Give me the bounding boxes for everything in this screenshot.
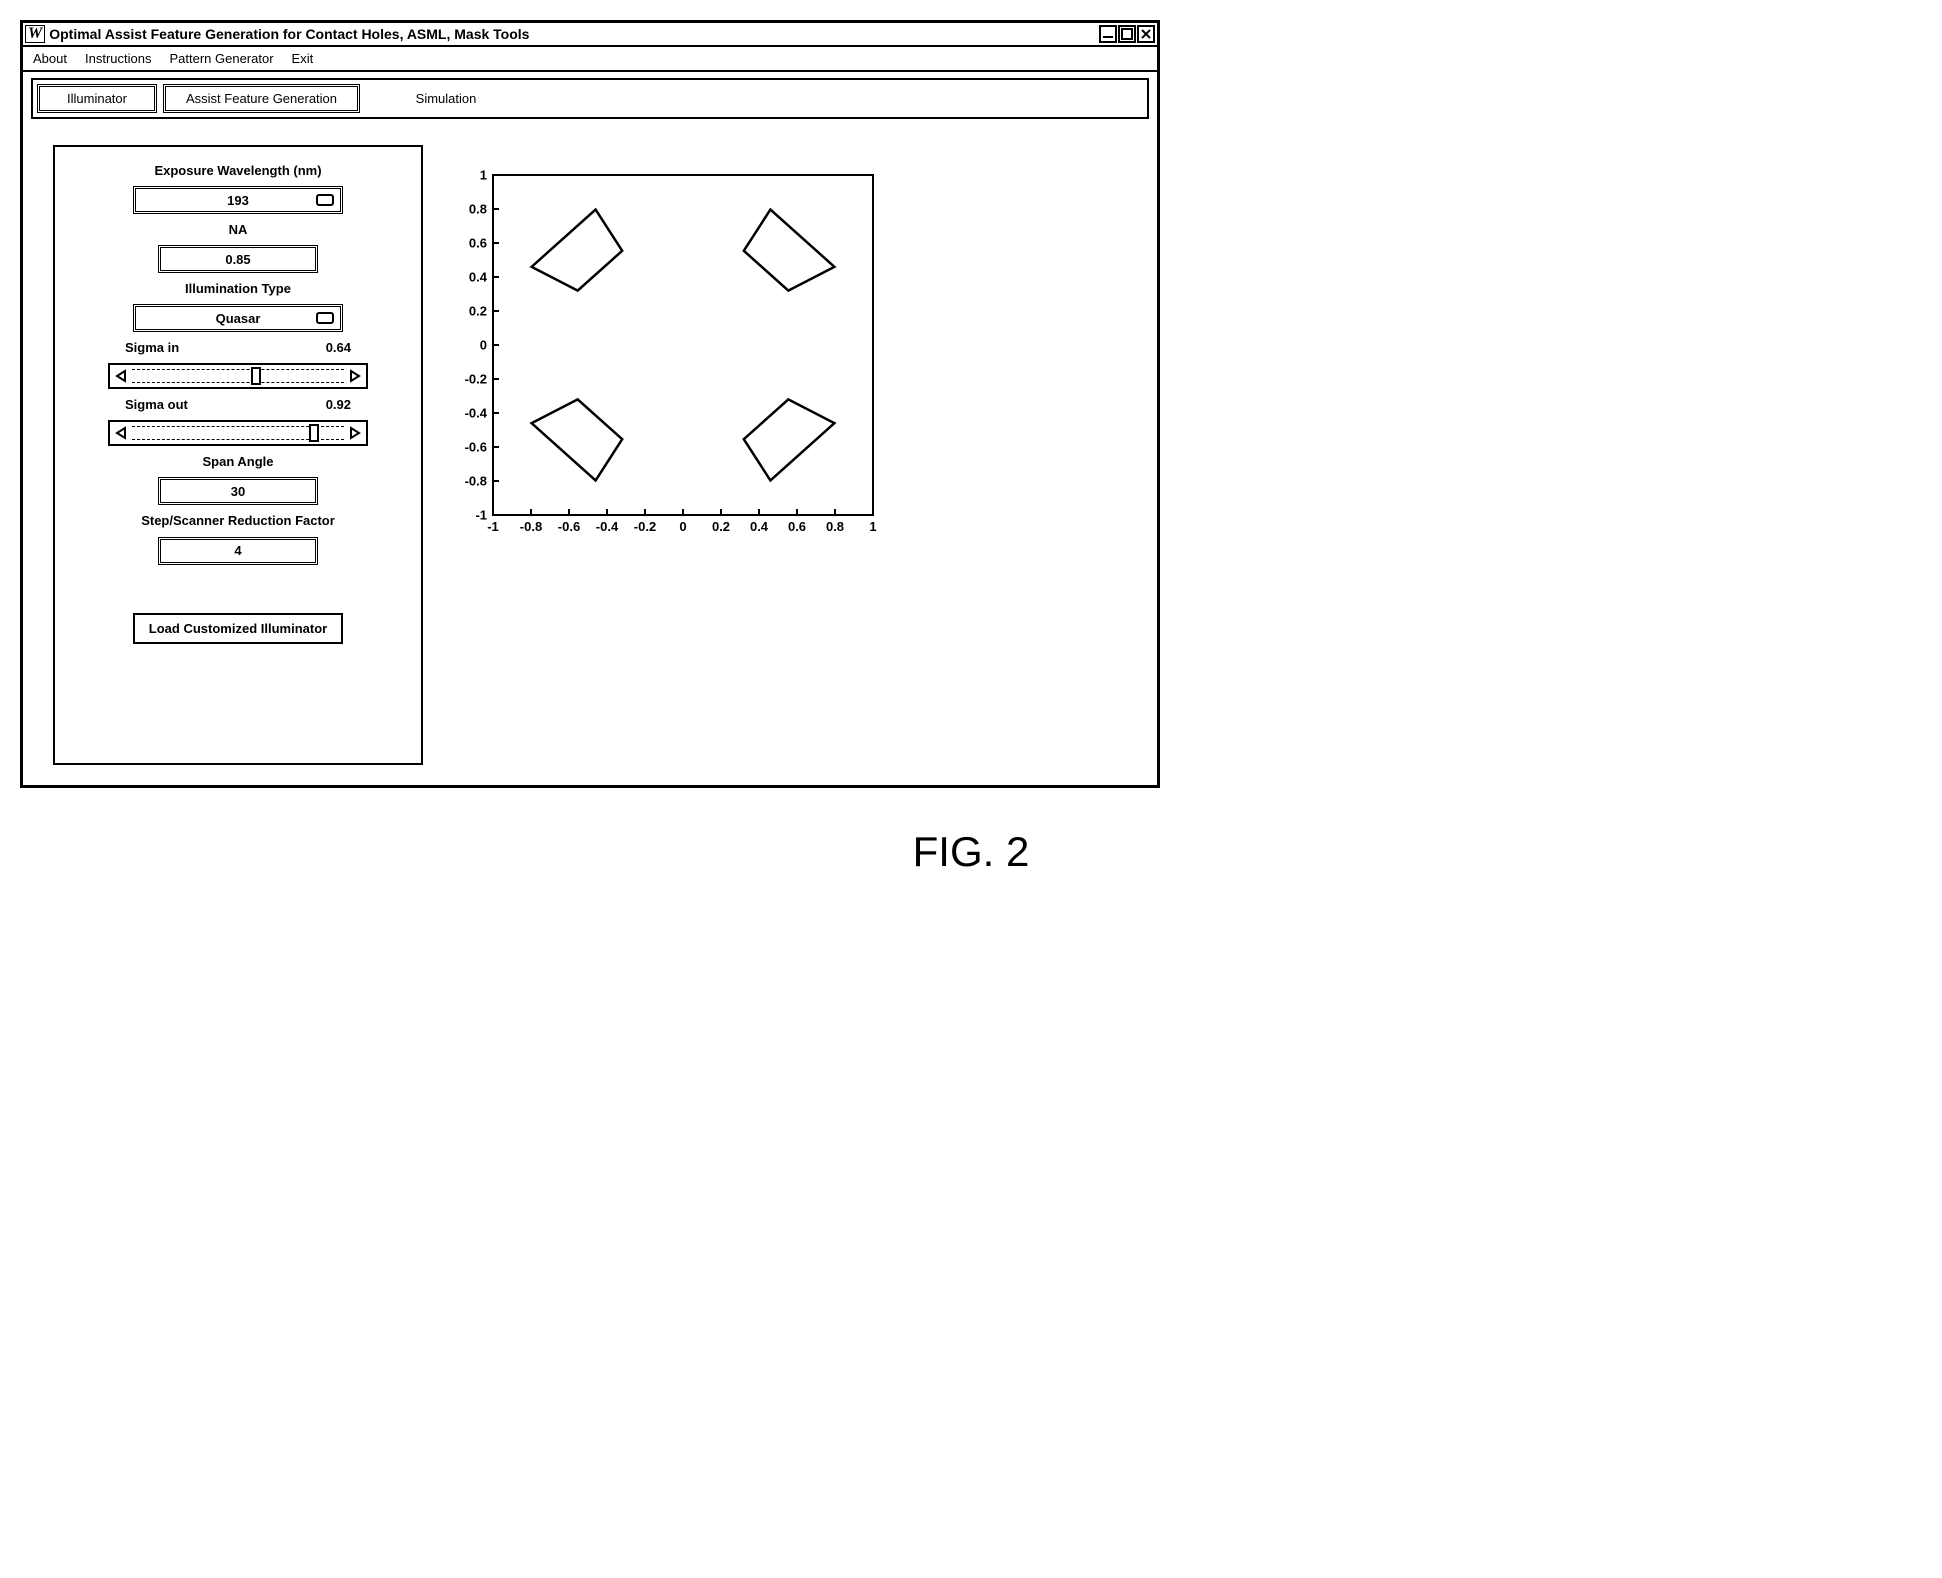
- exposure-value: 193: [227, 193, 249, 208]
- span-label: Span Angle: [202, 454, 273, 469]
- sigma-in-row: Sigma in 0.64: [75, 340, 401, 355]
- tab-illuminator[interactable]: Illuminator: [37, 84, 157, 113]
- illuminator-panel: Exposure Wavelength (nm) 193 NA 0.85 Ill…: [53, 145, 423, 765]
- menubar: About Instructions Pattern Generator Exi…: [23, 47, 1157, 72]
- x-tick-label: 0.8: [826, 519, 844, 534]
- y-tick-label: -0.4: [465, 406, 487, 421]
- step-label: Step/Scanner Reduction Factor: [141, 513, 335, 529]
- slider-right-icon[interactable]: [346, 424, 364, 442]
- step-input[interactable]: 4: [158, 537, 318, 565]
- sigma-out-label: Sigma out: [125, 397, 188, 412]
- exposure-label: Exposure Wavelength (nm): [154, 163, 321, 178]
- y-tick-label: -0.2: [465, 372, 487, 387]
- titlebar-left: W Optimal Assist Feature Generation for …: [25, 25, 529, 43]
- tab-strip: Illuminator Assist Feature Generation Si…: [31, 78, 1149, 119]
- tab-simulation[interactable]: Simulation: [366, 87, 526, 110]
- sigma-in-label: Sigma in: [125, 340, 179, 355]
- chart-svg: [493, 175, 873, 515]
- close-button[interactable]: [1137, 25, 1155, 43]
- app-icon: W: [25, 25, 45, 43]
- app-window: W Optimal Assist Feature Generation for …: [20, 20, 1160, 788]
- sigma-out-value: 0.92: [326, 397, 351, 412]
- sigma-in-value: 0.64: [326, 340, 351, 355]
- slider-right-icon[interactable]: [346, 367, 364, 385]
- sigma-out-thumb[interactable]: [309, 424, 319, 442]
- minimize-button[interactable]: [1099, 25, 1117, 43]
- sigma-in-thumb[interactable]: [251, 367, 261, 385]
- step-value: 4: [234, 543, 241, 558]
- titlebar: W Optimal Assist Feature Generation for …: [23, 23, 1157, 47]
- x-tick-label: 0: [679, 519, 686, 534]
- sigma-out-slider[interactable]: [108, 420, 368, 446]
- x-tick-label: -0.2: [634, 519, 656, 534]
- exposure-dropdown[interactable]: 193: [133, 186, 343, 214]
- menu-instructions[interactable]: Instructions: [85, 51, 151, 66]
- window-title: Optimal Assist Feature Generation for Co…: [49, 26, 529, 42]
- chart-area: -1-1 -0.8 -0.8 -0.6 -0.6 -0.4 -0.4 -0.2 -0.2 0 0 0.…: [453, 145, 1137, 765]
- pupil-chart: -1-1-0.8-0.8-0.6-0.6-0.4-0.4-0.2-0.2000.…: [493, 175, 873, 515]
- na-input[interactable]: 0.85: [158, 245, 318, 273]
- illum-type-value: Quasar: [216, 311, 261, 326]
- span-input[interactable]: 30: [158, 477, 318, 505]
- illum-type-label: Illumination Type: [185, 281, 291, 296]
- dropdown-icon: [316, 194, 334, 206]
- y-tick-label: 0.4: [469, 270, 487, 285]
- tab-assist-feature[interactable]: Assist Feature Generation: [163, 84, 360, 113]
- toolbar-area: Illuminator Assist Feature Generation Si…: [23, 72, 1157, 125]
- na-value: 0.85: [225, 252, 250, 267]
- content-area: Exposure Wavelength (nm) 193 NA 0.85 Ill…: [23, 125, 1157, 785]
- figure-label: FIG. 2: [20, 828, 1922, 876]
- menu-about[interactable]: About: [33, 51, 67, 66]
- illum-type-dropdown[interactable]: Quasar: [133, 304, 343, 332]
- window-controls: [1099, 25, 1155, 43]
- y-tick-label: 1: [480, 168, 487, 183]
- x-tick-label: -0.6: [558, 519, 580, 534]
- x-tick-label: -0.8: [520, 519, 542, 534]
- slider-left-icon[interactable]: [112, 424, 130, 442]
- slider-track-top: [132, 369, 344, 370]
- x-tick-label: 0.4: [750, 519, 768, 534]
- slider-track-bottom: [132, 382, 344, 383]
- x-tick-label: 0.6: [788, 519, 806, 534]
- y-tick-label: 0.2: [469, 304, 487, 319]
- menu-pattern-generator[interactable]: Pattern Generator: [169, 51, 273, 66]
- load-illuminator-button[interactable]: Load Customized Illuminator: [133, 613, 343, 644]
- menu-exit[interactable]: Exit: [292, 51, 314, 66]
- sigma-out-row: Sigma out 0.92: [75, 397, 401, 412]
- x-tick-label: -1: [487, 519, 499, 534]
- y-tick-label: 0.8: [469, 202, 487, 217]
- x-tick-label: -0.4: [596, 519, 618, 534]
- na-label: NA: [229, 222, 248, 237]
- y-tick-label: 0.6: [469, 236, 487, 251]
- y-tick-label: -0.6: [465, 440, 487, 455]
- maximize-button[interactable]: [1118, 25, 1136, 43]
- slider-left-icon[interactable]: [112, 367, 130, 385]
- dropdown-icon: [316, 312, 334, 324]
- y-tick-label: -1: [475, 508, 487, 523]
- x-tick-label: 1: [869, 519, 876, 534]
- y-tick-label: 0: [480, 338, 487, 353]
- y-tick-label: -0.8: [465, 474, 487, 489]
- x-tick-label: 0.2: [712, 519, 730, 534]
- span-value: 30: [231, 484, 245, 499]
- sigma-in-slider[interactable]: [108, 363, 368, 389]
